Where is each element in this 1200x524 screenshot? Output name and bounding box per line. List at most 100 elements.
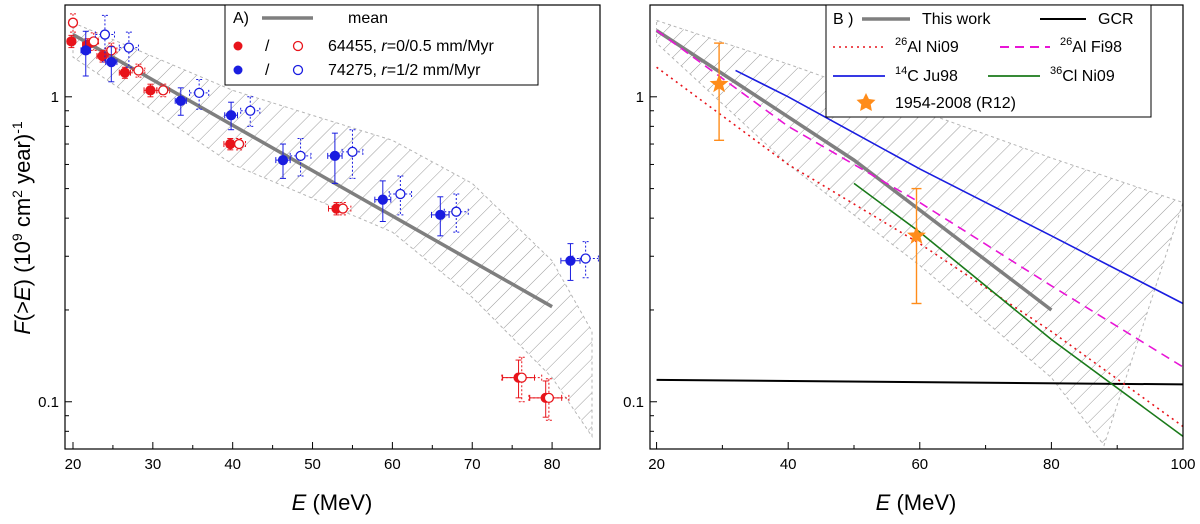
legend-al-fi98-rest: Al Fi98 — [1072, 39, 1122, 56]
panel-b-y-ticks: 10.1 — [623, 4, 657, 450]
panel-b-x-tick-label: 40 — [780, 456, 797, 473]
legend-al-ni09-rest: Al Ni09 — [907, 39, 959, 56]
line-gcr — [656, 378, 1184, 386]
panel-b-y-tick-label: 1 — [636, 89, 644, 106]
data-point — [245, 105, 256, 116]
data-point — [451, 206, 462, 217]
legend-al-fi98-iso: 26 — [1060, 36, 1072, 48]
legend-cl-ni09-rest: Cl Ni09 — [1062, 68, 1115, 85]
panel-b-label: B ) — [833, 11, 853, 28]
legend-cl-ni09-label: 36Cl Ni09 — [1050, 65, 1115, 85]
data-point — [329, 150, 341, 162]
panel-a-y-tick-label: 1 — [51, 89, 59, 106]
legend-c-ju98-iso: 14 — [895, 65, 907, 77]
panel-b-x-tick-label: 80 — [1043, 456, 1060, 473]
legend-al-ni09-iso: 26 — [895, 36, 907, 48]
legend-cl-ni09-iso: 36 — [1050, 65, 1062, 77]
y-title-cm: cm — [10, 198, 35, 233]
data-point — [158, 85, 169, 96]
panel-b: 20 40 60 80 100 10.1 E (MeV) B ) This work G… — [623, 4, 1196, 515]
data-point — [580, 253, 591, 264]
legend-64455-open-marker — [292, 40, 304, 52]
r12-star-marker — [907, 225, 926, 244]
y-title-unit-open: (10 — [10, 241, 35, 279]
panel-a-x-tick-label: 40 — [224, 456, 241, 473]
panel-a-x-ticks: 20 30 40 50 60 70 80 — [65, 442, 561, 473]
panel-a-y-tick-label: 0.1 — [38, 394, 59, 411]
y-title-arg: (> — [10, 301, 35, 321]
y-title-f: F — [10, 320, 35, 335]
y-title-exp2: 2 — [9, 190, 25, 198]
error-bar — [131, 63, 146, 78]
panel-a-x-tick-label: 20 — [65, 456, 82, 473]
error-bar — [388, 175, 413, 216]
data-point — [565, 255, 576, 266]
panel-a-x-title-unit: (MeV) — [306, 490, 372, 515]
panel-b-x-tick-label: 20 — [648, 456, 665, 473]
data-point — [516, 372, 527, 383]
panel-a-x-axis-title: E (MeV) — [292, 490, 373, 515]
legend-c-ju98-label: 14C Ju98 — [895, 65, 958, 85]
series-74275-r-2 — [94, 14, 599, 279]
data-point — [347, 146, 358, 157]
error-bar — [334, 202, 352, 216]
panel-a-label: A) — [233, 10, 249, 27]
legend-74275-suffix: =1/2 mm/Myr — [387, 62, 481, 79]
data-point — [175, 95, 186, 106]
data-point — [119, 67, 131, 78]
legend-74275-open-marker — [292, 64, 304, 76]
y-title-expm1: -1 — [9, 121, 25, 134]
panel-a-x-tick-label: 80 — [544, 456, 561, 473]
data-point — [88, 36, 99, 47]
legend-64455-filled-marker — [233, 41, 243, 51]
data-point — [193, 87, 205, 99]
panel-a-x-tick-label: 60 — [384, 456, 401, 473]
panel-b-x-title-unit: (MeV) — [890, 490, 956, 515]
r12-error-bar — [911, 187, 922, 305]
data-point — [435, 209, 446, 221]
legend-gcr-label: GCR — [1098, 11, 1134, 28]
r12-error-bar — [714, 42, 725, 142]
legend-r12-star — [856, 93, 876, 111]
panel-a-uncertainty-band — [72, 21, 593, 439]
panel-a-y-ticks: 10.1 — [38, 4, 72, 450]
y-title-year: year) — [10, 134, 35, 190]
data-point — [395, 188, 406, 200]
legend-this-work-label: This work — [922, 11, 991, 28]
data-point — [80, 45, 91, 56]
panel-b-legend: B ) This work GCR 26Al Ni09 26Al Fi98 14… — [825, 4, 1152, 118]
line-36cl-ni09 — [853, 182, 1184, 438]
series-64455-r-0-5 — [67, 13, 570, 421]
legend-74275-prefix: 74275, — [328, 62, 381, 79]
panel-b-x-tick-label: 60 — [911, 456, 928, 473]
data-point — [145, 85, 156, 96]
line-26al-fi98 — [656, 29, 1184, 368]
data-point — [106, 56, 117, 68]
panel-b-x-title-e: E — [876, 490, 891, 515]
legend-mean-label: mean — [348, 10, 388, 27]
y-title-close: ) — [10, 279, 35, 286]
data-point — [377, 194, 388, 205]
panel-b-legend-box — [825, 4, 1152, 118]
panel-b-x-axis-title: E (MeV) — [876, 490, 957, 515]
line-14c-ju98 — [735, 69, 1184, 305]
panel-a-mean-line — [72, 33, 553, 309]
legend-74275-r: r — [381, 62, 387, 79]
legend-64455-suffix: =0/0.5 mm/Myr — [387, 38, 495, 55]
y-axis-title: F(>E) (109 cm2 year)-1 — [9, 121, 35, 335]
legend-64455-r: r — [381, 38, 387, 55]
data-point — [543, 392, 555, 403]
legend-74275-slash: / — [265, 62, 270, 79]
panel-b-r12-markers — [709, 42, 926, 305]
legend-al-ni09-label: 26Al Ni09 — [895, 36, 959, 56]
panel-a: 20 30 40 50 60 70 80 10.1 F(>E) (109 cm2 year)… — [9, 4, 601, 515]
panel-b-x-tick-label: 100 — [1170, 456, 1195, 473]
legend-64455-slash: / — [265, 38, 270, 55]
panel-a-legend: A) mean / 64455, r=0/0.5 mm/Myr / 74275,… — [224, 4, 539, 86]
data-point — [123, 42, 135, 53]
legend-64455-label: 64455, r=0/0.5 mm/Myr — [328, 38, 495, 55]
data-point — [277, 154, 289, 166]
legend-c-ju98-rest: C Ju98 — [907, 68, 958, 85]
legend-74275-filled-marker — [233, 65, 243, 75]
